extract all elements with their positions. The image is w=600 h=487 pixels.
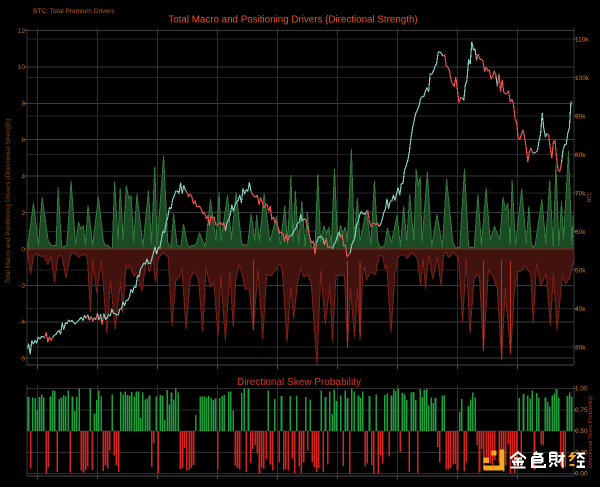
svg-text:Total Macro and Positioning Dr: Total Macro and Positioning Drivers (Dir… <box>168 15 417 26</box>
svg-text:10: 10 <box>18 64 26 71</box>
svg-text:Total Macro and Positioning Dr: Total Macro and Positioning Drivers (Dir… <box>5 118 12 283</box>
svg-text:12: 12 <box>18 28 26 35</box>
svg-text:4: 4 <box>21 173 25 180</box>
svg-text:100k: 100k <box>575 75 590 82</box>
svg-text:110k: 110k <box>575 36 589 43</box>
svg-text:BTC: Total Premium Drivers: BTC: Total Premium Drivers <box>33 8 115 15</box>
svg-text:30k: 30k <box>575 344 586 351</box>
svg-text:2: 2 <box>21 210 25 217</box>
svg-text:40k: 40k <box>575 306 586 313</box>
svg-text:BTC: BTC <box>587 192 593 202</box>
svg-text:-6: -6 <box>19 356 25 363</box>
svg-text:50k: 50k <box>575 267 586 274</box>
svg-text:90k: 90k <box>575 113 586 120</box>
svg-text:70k: 70k <box>575 190 586 197</box>
svg-text:8: 8 <box>21 101 25 108</box>
svg-text:1.00: 1.00 <box>575 386 588 393</box>
svg-text:0.50: 0.50 <box>575 428 588 435</box>
svg-text:0.00: 0.00 <box>575 471 588 478</box>
svg-text:Directional Skew Probability: Directional Skew Probability <box>588 396 594 468</box>
svg-text:6: 6 <box>21 137 25 144</box>
svg-text:80k: 80k <box>575 152 586 159</box>
svg-text:0.75: 0.75 <box>575 407 588 414</box>
svg-text:-2: -2 <box>19 283 25 290</box>
svg-text:60k: 60k <box>575 229 586 236</box>
svg-text:Directional Skew Probability: Directional Skew Probability <box>237 377 361 388</box>
svg-text:-4: -4 <box>19 319 25 326</box>
svg-text:0: 0 <box>21 246 25 253</box>
